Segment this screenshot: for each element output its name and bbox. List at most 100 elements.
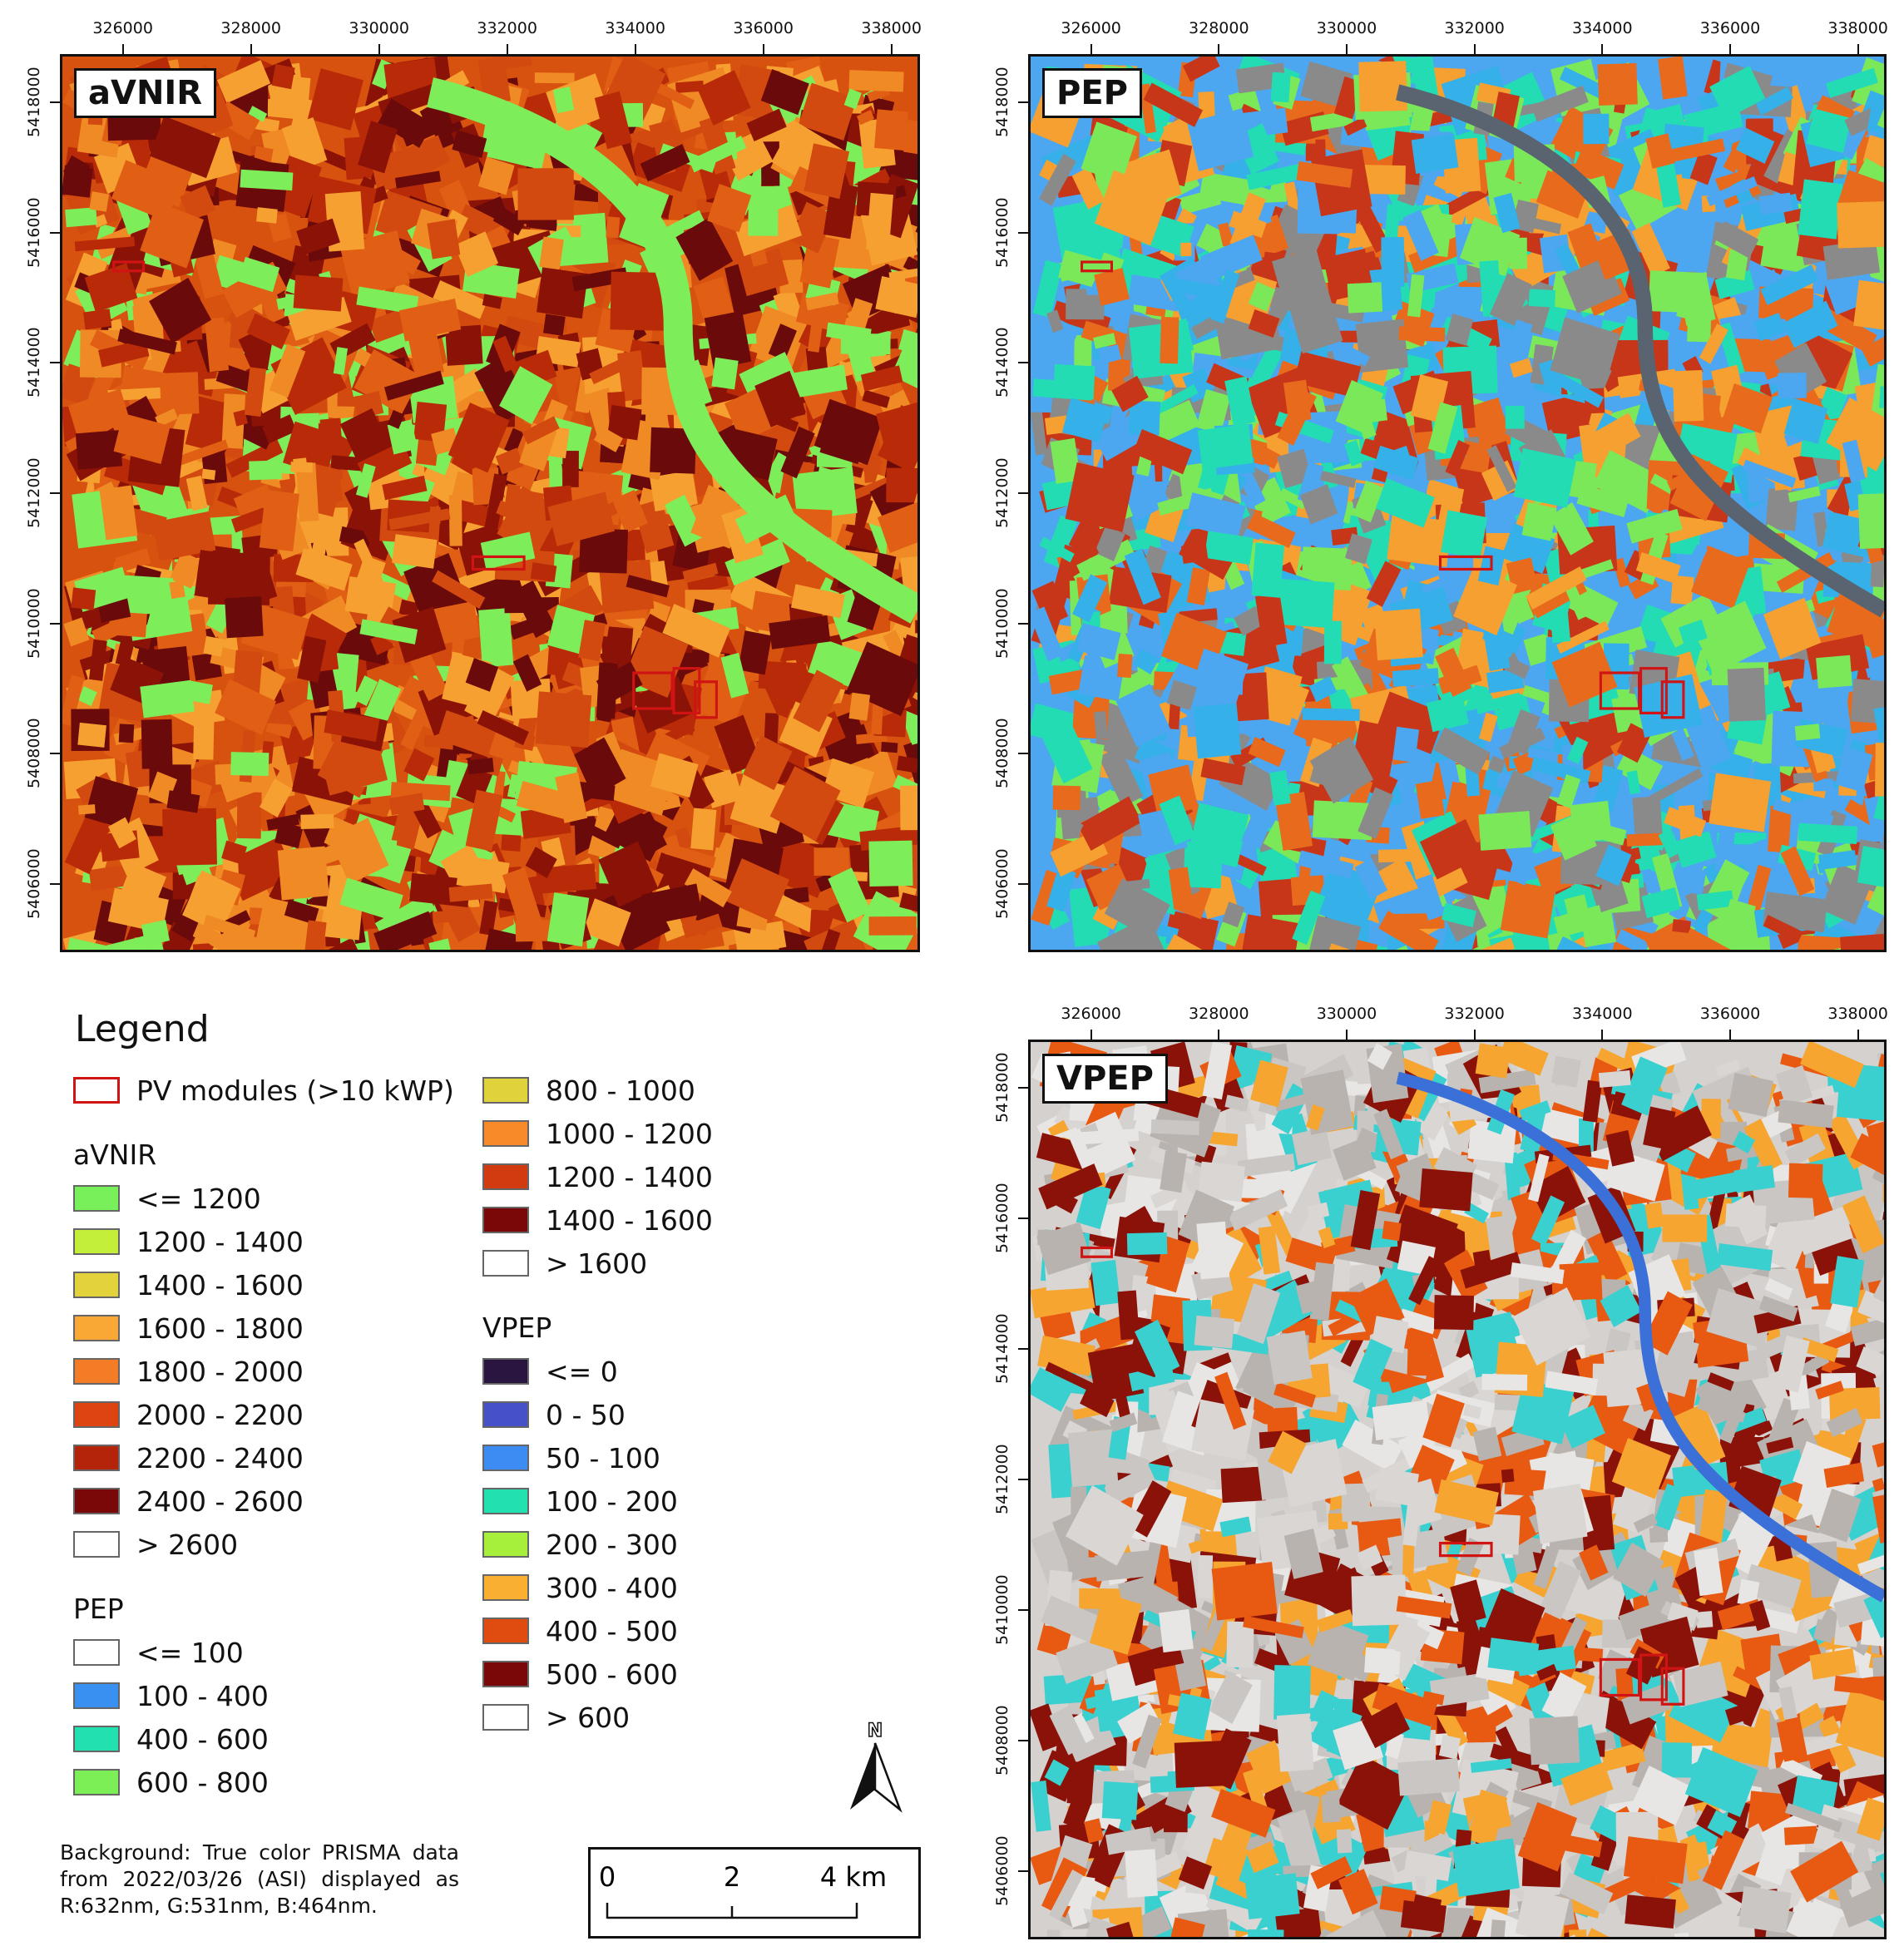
land-parcel: [868, 840, 913, 887]
land-parcel: [1045, 1361, 1104, 1397]
land-parcel: [1246, 163, 1303, 190]
land-parcel: [1312, 800, 1373, 841]
land-parcel: [1170, 1917, 1205, 1937]
legend-heading-avnir: aVNIR: [73, 1138, 157, 1171]
y-tick-label: 5414000: [25, 327, 43, 398]
land-parcel: [1486, 445, 1517, 492]
land-parcel: [1429, 1672, 1490, 1707]
river: [1396, 1071, 1884, 1603]
x-tick-label: 330000: [349, 19, 409, 37]
land-parcel: [1178, 1856, 1213, 1889]
land-parcel: [236, 792, 262, 839]
land-parcel: [117, 328, 177, 355]
legend-swatch: [73, 1358, 120, 1385]
legend-swatch: [482, 1488, 529, 1514]
land-parcel: [115, 548, 151, 573]
land-parcel: [793, 669, 843, 733]
land-parcel: [1031, 580, 1069, 626]
land-parcel: [1674, 831, 1717, 868]
land-parcel: [1822, 239, 1880, 280]
land-parcel: [1364, 1647, 1401, 1675]
land-parcel: [903, 255, 917, 291]
land-parcel: [1182, 57, 1220, 82]
legend-item-avnir: 2000 - 2200: [73, 1393, 454, 1436]
y-tick-mark: [50, 101, 62, 103]
legend-swatch: [73, 1769, 120, 1795]
land-parcel: [1560, 1761, 1614, 1806]
land-parcel: [1071, 166, 1105, 210]
land-parcel: [1616, 723, 1652, 763]
land-parcel: [1288, 1757, 1333, 1792]
land-parcel: [240, 169, 294, 191]
land-parcel: [1799, 1337, 1839, 1362]
land-parcel: [1109, 1412, 1138, 1433]
land-parcel: [1105, 1921, 1140, 1937]
land-parcel: [1764, 1277, 1793, 1301]
land-parcel: [1556, 774, 1581, 809]
land-parcel: [1333, 1262, 1351, 1292]
land-parcel: [1872, 1263, 1884, 1305]
land-parcel: [1297, 461, 1324, 505]
land-parcel: [696, 70, 751, 126]
land-parcel: [1684, 1746, 1758, 1818]
pv-module-outline: [1660, 1667, 1685, 1706]
x-tick-mark: [1090, 1030, 1092, 1041]
land-parcel: [769, 766, 841, 842]
land-parcel: [708, 653, 725, 675]
land-parcel: [1295, 1279, 1328, 1315]
land-parcel: [353, 391, 384, 419]
land-parcel: [1303, 139, 1326, 161]
land-parcel: [62, 674, 85, 727]
land-parcel: [290, 462, 314, 473]
land-parcel: [1277, 1809, 1321, 1873]
y-tick-mark: [50, 362, 62, 364]
land-parcel: [1686, 544, 1708, 571]
land-parcel: [1707, 1810, 1738, 1840]
river: [1396, 84, 1884, 618]
land-parcel: [789, 201, 835, 254]
land-parcel: [1519, 1100, 1551, 1123]
land-parcel: [1067, 1429, 1119, 1488]
land-parcel: [1338, 1754, 1412, 1830]
land-parcel: [790, 584, 845, 619]
land-parcel: [1631, 222, 1670, 278]
legend-item-label: 300 - 400: [546, 1571, 678, 1604]
land-parcel: [1424, 1353, 1476, 1392]
land-parcel: [1094, 1688, 1113, 1732]
map-vpep[interactable]: VPEP: [1028, 1040, 1887, 1939]
land-parcel: [71, 587, 96, 610]
legend-item-pep: 1200 - 1400: [482, 1155, 713, 1198]
land-parcel: [1407, 1335, 1432, 1376]
y-tick-mark: [1018, 1087, 1030, 1089]
land-parcel: [562, 451, 579, 487]
land-parcel: [1576, 483, 1630, 517]
land-parcel: [1500, 880, 1556, 939]
land-parcel: [1706, 175, 1758, 207]
land-parcel: [1397, 1758, 1461, 1796]
map-avnir[interactable]: aVNIR: [60, 54, 920, 952]
land-parcel: [1753, 313, 1786, 342]
land-parcel: [1528, 289, 1556, 308]
land-parcel: [534, 72, 575, 84]
land-parcel: [1135, 1319, 1180, 1379]
land-parcel: [1198, 1161, 1245, 1203]
land-parcel: [1696, 890, 1734, 911]
land-parcel: [1204, 1728, 1252, 1790]
legend-item-label: 800 - 1000: [546, 1074, 695, 1107]
land-parcel: [502, 867, 542, 929]
land-parcel: [512, 654, 542, 692]
land-parcel: [1338, 1869, 1378, 1915]
map-pep[interactable]: PEP: [1028, 54, 1887, 952]
land-parcel: [1870, 363, 1884, 424]
land-parcel: [1472, 1249, 1494, 1281]
land-parcel: [1274, 792, 1313, 852]
land-parcel: [1481, 460, 1521, 501]
land-parcel: [739, 352, 796, 398]
x-tick-label: 328000: [220, 19, 281, 37]
land-parcel: [1269, 770, 1291, 806]
land-parcel: [204, 317, 230, 373]
land-parcel: [328, 817, 389, 885]
land-parcel: [714, 714, 761, 774]
land-parcel: [1415, 874, 1446, 921]
land-parcel: [1850, 1133, 1884, 1178]
